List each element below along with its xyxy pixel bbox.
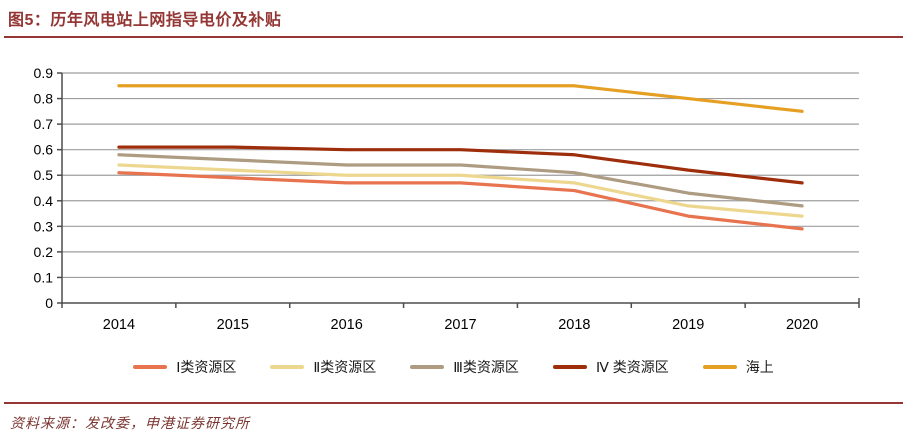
legend-line-swatch: [702, 365, 737, 369]
y-tick-label: 0: [45, 295, 53, 311]
series-line: [117, 153, 804, 208]
x-tick-label: 2020: [786, 317, 818, 333]
x-tick-label: 2016: [331, 317, 363, 333]
legend-line-swatch: [552, 365, 587, 369]
title-divider-rule: [4, 36, 903, 38]
legend-item: Ⅳ 类资源区: [552, 357, 669, 377]
x-tick-label: 2018: [558, 317, 590, 333]
y-tick-label: 0.1: [34, 269, 54, 285]
legend-label: 海上: [745, 359, 774, 375]
y-tick-label: 0.6: [34, 142, 54, 158]
legend-line-swatch: [410, 365, 445, 369]
axis-ticks: [57, 72, 860, 308]
y-tick-label: 0.9: [34, 65, 54, 81]
x-tick-label: 2015: [217, 317, 249, 333]
legend-label: Ⅰ类资源区: [176, 359, 237, 375]
y-tick-label: 0.5: [34, 167, 54, 183]
y-tick-label: 0.2: [34, 244, 54, 260]
legend-label: Ⅳ 类资源区: [595, 359, 669, 375]
chart-legend: Ⅰ类资源区 Ⅱ类资源区 Ⅲ类资源区 Ⅳ 类资源区 海上: [0, 357, 907, 377]
legend-line-swatch: [133, 365, 168, 369]
y-tick-label: 0.7: [34, 116, 54, 132]
legend-label: Ⅲ类资源区: [453, 359, 519, 375]
legend-label: Ⅱ类资源区: [313, 359, 377, 375]
figure-title: 图5：历年风电站上网指导电价及补贴: [8, 12, 282, 29]
source-attribution: 资料来源：发改委，申港证券研究所: [10, 417, 250, 432]
footer-divider-rule: [4, 402, 903, 404]
series-line: [117, 145, 804, 185]
x-tick-label: 2014: [103, 317, 135, 333]
line-chart: 0 0.1 0.2 0.3 0.4 0.5 0.6 0.7 0.8 0.9 2014 2015 2016…: [34, 65, 860, 333]
y-tick-label: 0.3: [34, 218, 54, 234]
series-line: [117, 84, 804, 113]
legend-line-swatch: [270, 365, 305, 369]
legend-item: 海上: [702, 357, 774, 377]
series-line: [117, 171, 804, 231]
x-tick-label: 2019: [672, 317, 704, 333]
legend-item: Ⅲ类资源区: [410, 357, 519, 377]
legend-item: Ⅱ类资源区: [270, 357, 376, 377]
x-tick-label: 2017: [444, 317, 476, 333]
series-lines: [117, 84, 804, 231]
y-tick-label: 0.4: [34, 193, 54, 209]
x-axis-labels: 2014 2015 2016 2017 2018 2019 2020: [103, 317, 818, 333]
y-tick-label: 0.8: [34, 91, 54, 107]
y-axis-labels: 0 0.1 0.2 0.3 0.4 0.5 0.6 0.7 0.8 0.9: [34, 65, 54, 311]
legend-item: Ⅰ类资源区: [133, 357, 236, 377]
series-line: [117, 163, 804, 218]
